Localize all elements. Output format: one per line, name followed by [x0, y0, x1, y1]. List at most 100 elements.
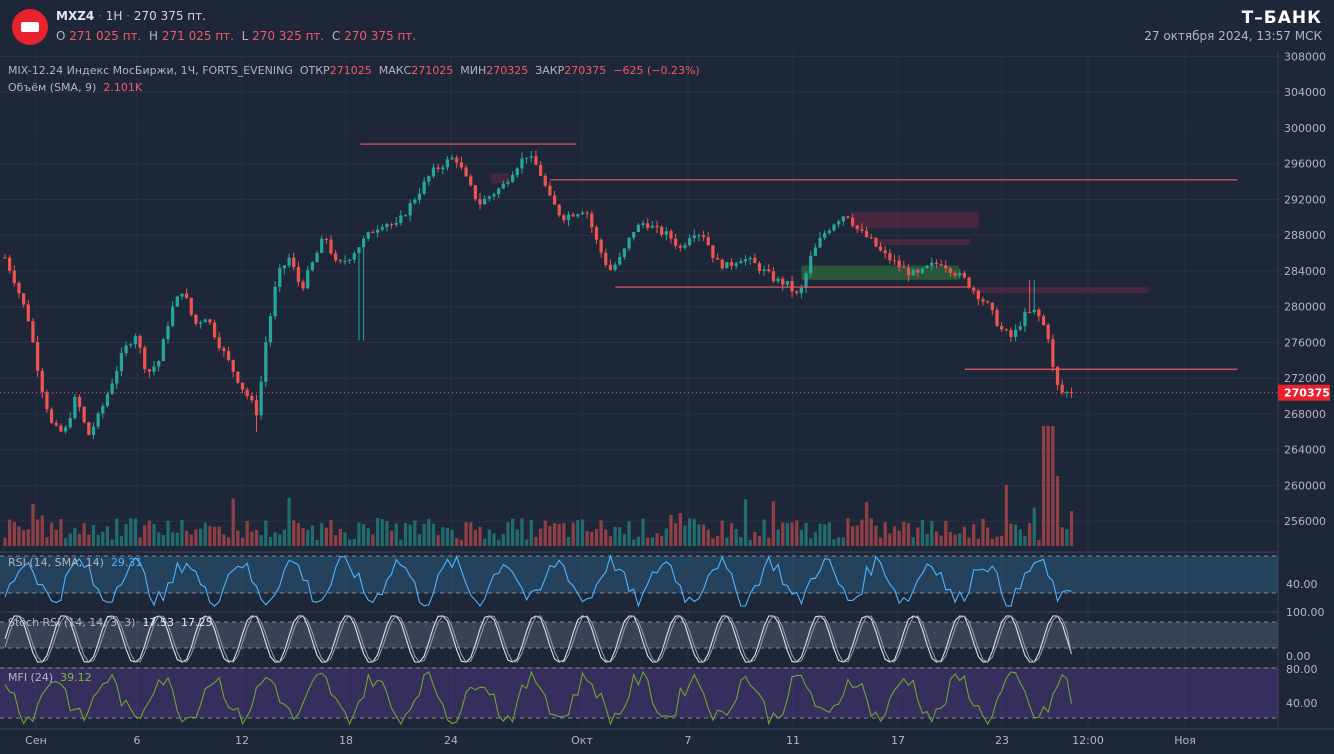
brand-name: Т–БАНК [1241, 8, 1322, 28]
series-title: MIX-12.24 Индекс МосБиржи, 1Ч, FORTS_EVE… [8, 64, 293, 77]
candle-body [650, 225, 654, 228]
volume-bar [552, 522, 557, 546]
volume-bar [315, 539, 319, 546]
volume-bar [613, 526, 617, 546]
candle-body [236, 371, 240, 383]
volume-bar [483, 538, 487, 546]
legend-open-value: 271025 [329, 64, 372, 77]
candle-body [119, 353, 124, 371]
candle-body [366, 232, 370, 239]
stoch-d-value: 17.25 [180, 616, 213, 629]
volume-bar [464, 522, 468, 546]
volume-bar [664, 528, 668, 546]
candle-body [850, 217, 855, 226]
rsi-legend[interactable]: RSI (14, SMA, 14) 29.31 [8, 556, 142, 569]
mfi-label: MFI (24) [8, 671, 54, 684]
candle-body [334, 253, 338, 261]
volume-bar [906, 523, 911, 546]
volume-bar [538, 528, 543, 546]
candle-body [1046, 324, 1050, 340]
mfi-value: 39.12 [60, 671, 92, 684]
volume-bar [497, 539, 501, 546]
volume-bar [892, 526, 897, 546]
candle-body [1000, 326, 1004, 330]
volume-bar [981, 518, 985, 546]
candle-body [515, 168, 519, 176]
candle-body [105, 394, 110, 407]
volume-bar [161, 535, 165, 546]
price-tick-label: 304000 [1284, 86, 1326, 99]
candle-body [394, 222, 398, 225]
candle-body [809, 255, 813, 274]
symbol-name[interactable]: MXZ4 [56, 9, 95, 23]
candle-body [818, 237, 822, 248]
volume-bar [511, 518, 515, 546]
volume-bar [501, 533, 505, 546]
candle-body [892, 260, 897, 262]
candle-body [3, 257, 7, 259]
candle-body [96, 413, 100, 427]
volume-bar [990, 538, 994, 546]
candle-body [855, 225, 859, 230]
candle-body [757, 263, 762, 271]
candle-body [641, 223, 645, 225]
volume-bar [231, 498, 235, 546]
candle-body [1069, 392, 1074, 394]
interval[interactable]: 1H [105, 9, 123, 23]
candle-body [753, 257, 757, 264]
volume-bar [576, 520, 580, 546]
volume-legend[interactable]: Объём (SMA, 9) 2.101K [8, 81, 142, 94]
candle-body [254, 400, 259, 416]
candle-body [958, 272, 962, 276]
volume-bar [487, 529, 491, 546]
volume-bar [608, 536, 613, 546]
volume-bar [767, 537, 771, 546]
candle-body [1004, 329, 1008, 331]
candle-body [245, 389, 249, 396]
candle-body [543, 175, 547, 186]
candle-body [687, 238, 692, 246]
volume-bar [972, 524, 976, 546]
volume-bar [762, 519, 766, 546]
volume-bar [217, 526, 221, 546]
volume-bar [329, 520, 333, 546]
candle-body [464, 167, 468, 177]
volume-bar [296, 523, 301, 546]
candle-body [771, 271, 776, 282]
candle-body [762, 269, 766, 271]
candle-body [77, 396, 82, 407]
demand-zone [801, 265, 959, 280]
candle-body [636, 224, 641, 232]
stoch-legend[interactable]: Stoch RSI (14, 14, 3, 3) 17.53 17.25 [8, 616, 212, 629]
main-series-legend[interactable]: MIX-12.24 Индекс МосБиржи, 1Ч, FORTS_EVE… [8, 64, 700, 77]
volume-bar [781, 522, 785, 546]
volume-bar [1069, 511, 1074, 546]
volume-bar [394, 523, 398, 546]
candle-body [389, 224, 394, 226]
volume-bar [1046, 426, 1050, 546]
low-value: 270 325 пт. [252, 29, 325, 43]
volume-bar [119, 536, 124, 546]
candle-body [497, 188, 501, 195]
candle-body [282, 265, 287, 269]
candle-body [520, 158, 524, 169]
volume-bar [129, 518, 133, 546]
candle-body [804, 273, 808, 288]
volume-bar [557, 523, 561, 546]
volume-bar [82, 523, 86, 546]
legend-high-label: МАКС [378, 64, 412, 77]
volume-bar [725, 537, 729, 546]
last-price: 270 375 пт. [133, 9, 206, 23]
candle-body [660, 227, 664, 235]
candle-body [143, 347, 147, 370]
candle-body [827, 230, 831, 234]
candle-body [939, 264, 943, 266]
volume-bar [1009, 523, 1013, 546]
candle-body [203, 319, 207, 323]
mfi-tick-label: 80.00 [1286, 663, 1318, 676]
mfi-legend[interactable]: MFI (24) 39.12 [8, 671, 92, 684]
time-tick-label: 11 [786, 734, 800, 747]
volume-bar [343, 532, 347, 546]
candle-body [250, 395, 254, 401]
